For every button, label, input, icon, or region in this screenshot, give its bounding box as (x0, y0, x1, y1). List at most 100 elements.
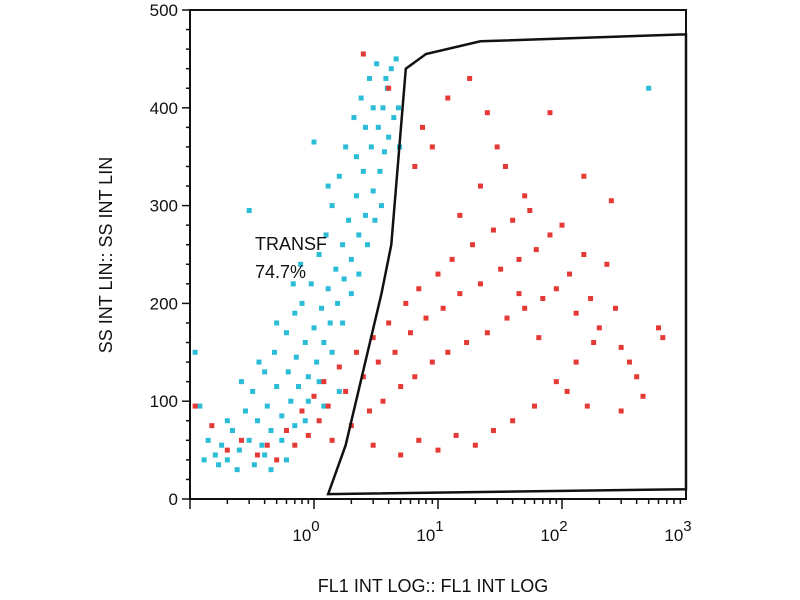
data-point (209, 423, 215, 429)
data-point (292, 442, 298, 448)
data-point (316, 418, 322, 424)
data-point (484, 330, 490, 336)
data-point (634, 374, 640, 380)
data-point (567, 271, 573, 277)
data-point (285, 369, 291, 375)
data-point (323, 232, 329, 238)
data-point (353, 193, 359, 199)
data-point (510, 418, 516, 424)
data-point (596, 325, 602, 331)
data-point (274, 320, 280, 326)
data-point (516, 256, 522, 262)
data-point (197, 403, 203, 409)
data-point (407, 330, 413, 336)
data-point (293, 354, 299, 360)
data-point (316, 252, 322, 257)
data-point (377, 168, 383, 174)
data-point (370, 335, 376, 341)
data-point (484, 110, 490, 116)
data-point (395, 105, 401, 111)
data-point (381, 149, 387, 155)
data-point (362, 124, 368, 130)
data-point (429, 144, 435, 150)
gate-region (326, 33, 688, 496)
data-point (329, 203, 335, 209)
data-point (329, 437, 335, 443)
data-point (356, 232, 362, 238)
data-point (201, 457, 207, 463)
data-point (271, 349, 277, 355)
data-point (386, 320, 392, 326)
y-tick-label: 100 (150, 392, 178, 411)
data-point (298, 261, 304, 267)
data-point (246, 207, 252, 213)
data-point (660, 335, 666, 341)
data-point (325, 183, 331, 189)
data-point (305, 398, 311, 404)
data-point (370, 105, 376, 111)
data-point (608, 198, 614, 204)
data-point (305, 374, 311, 380)
data-point (398, 452, 404, 458)
y-tick-label: 0 (169, 490, 178, 509)
data-point (336, 388, 342, 394)
data-point (274, 384, 280, 390)
data-point (290, 281, 296, 287)
data-point (316, 379, 322, 385)
data-point (224, 457, 230, 463)
data-point (403, 300, 409, 306)
data-point (346, 217, 352, 223)
data-point (588, 296, 594, 302)
data-point (626, 359, 632, 365)
data-point (584, 403, 590, 409)
data-point (327, 320, 333, 326)
data-point (522, 193, 528, 199)
data-point (383, 75, 389, 81)
data-point (283, 330, 289, 336)
data-point (283, 428, 289, 434)
data-point (591, 340, 597, 346)
data-point (378, 203, 384, 209)
data-point (288, 398, 294, 404)
data-point (351, 115, 357, 121)
data-point (348, 291, 354, 297)
data-point (393, 56, 399, 62)
data-point (412, 163, 418, 169)
data-point (646, 85, 652, 91)
data-point (533, 247, 539, 253)
data-point (581, 173, 587, 179)
data-point (386, 134, 392, 140)
plot-area (189, 9, 688, 500)
data-point (380, 105, 386, 111)
data-point (553, 286, 559, 292)
data-point (246, 437, 252, 443)
data-point (219, 442, 225, 448)
data-point (336, 364, 342, 370)
data-point (464, 340, 470, 346)
data-point (296, 384, 302, 390)
x-tick-label: 103 (664, 518, 691, 545)
data-point (360, 374, 366, 380)
data-point (321, 340, 327, 346)
data-point (254, 452, 260, 458)
data-point (341, 276, 347, 282)
y-tick-label: 200 (150, 294, 178, 313)
data-point (305, 432, 311, 438)
data-point (335, 300, 341, 306)
data-point (364, 242, 370, 248)
data-points (192, 51, 666, 473)
x-tick-label: 101 (416, 518, 443, 545)
data-point (388, 66, 394, 72)
data-point (435, 271, 441, 277)
y-tick-label: 500 (150, 1, 178, 20)
data-point (299, 300, 305, 306)
data-point (470, 242, 476, 248)
data-point (472, 442, 478, 448)
data-point (412, 374, 418, 380)
data-point (356, 271, 362, 277)
data-point (343, 388, 349, 394)
data-point (457, 212, 463, 218)
data-point (449, 256, 455, 262)
data-point (302, 340, 308, 346)
data-point (216, 462, 222, 468)
